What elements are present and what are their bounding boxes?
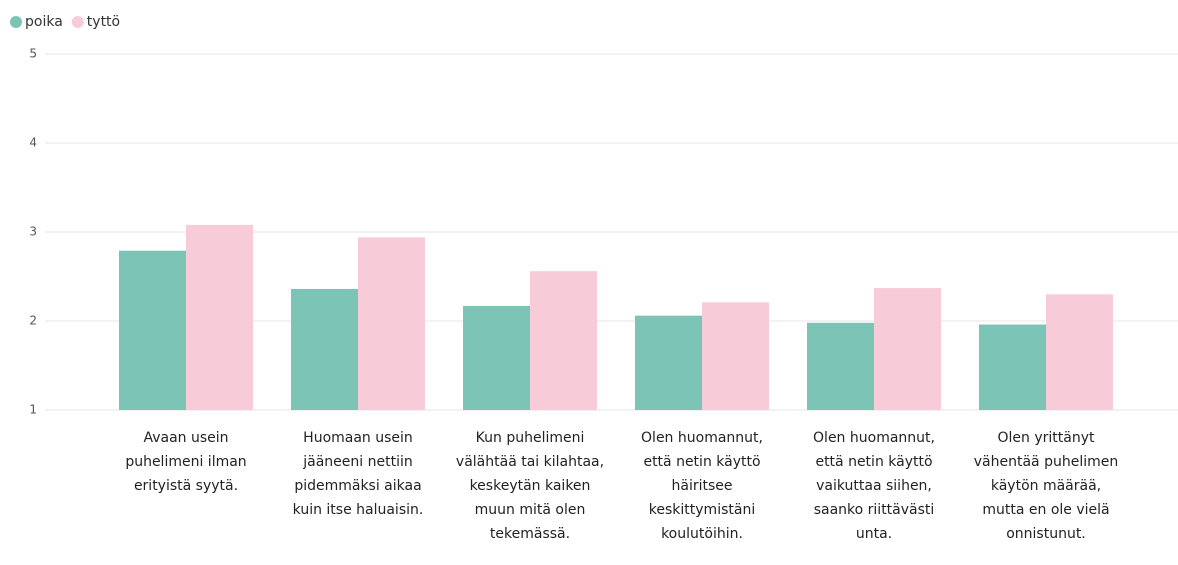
y-tick-label: 2 [29,314,37,328]
x-tick-label: Avaan usein puhelimeni ilman erityistä s… [125,430,247,494]
legend-label: tyttö [87,14,120,30]
bar [291,288,358,410]
bar [463,305,530,410]
y-tick-label: 3 [29,225,37,239]
bar [807,322,874,410]
x-tick-label: Kun puhelimeni välähtää tai kilahtaa, ke… [455,430,605,542]
bar [358,237,425,410]
x-tick-label: Olen yrittänyt vähentää puhelimen käytön… [973,430,1119,542]
bar [530,271,597,410]
legend-label: poika [25,14,63,30]
bar [119,250,186,410]
y-tick-label: 4 [29,136,37,150]
bar [874,288,941,410]
x-tick-label: Olen huomannut, että netin käyttö häirit… [641,430,763,542]
y-tick-label: 1 [29,403,37,417]
bar [186,224,253,410]
x-tick-label: Huomaan usein jääneeni nettiin pidemmäks… [292,430,424,518]
legend-marker [71,16,84,28]
bar [1046,294,1113,410]
bar [635,315,702,410]
x-tick-label: Olen huomannut, että netin käyttö vaikut… [813,430,935,542]
y-tick-label: 5 [29,47,37,61]
bar [979,324,1046,410]
legend-marker [10,16,22,28]
bar [702,302,769,410]
